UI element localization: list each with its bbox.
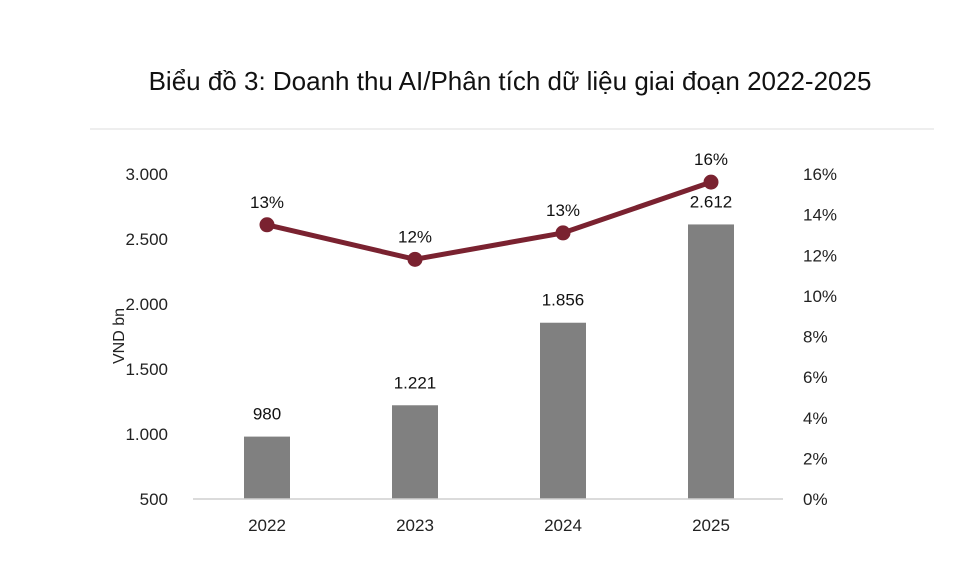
plot-area: 500 1.000 1.500 2.000 2.500 3.000 0% 2% 4% 6% 8% 10… xyxy=(125,150,837,535)
line-value-label: 12% xyxy=(398,227,432,246)
x-tick-label: 2022 xyxy=(248,516,286,535)
y2-tick-label: 10% xyxy=(803,287,837,306)
y-axis-label: VND bn xyxy=(111,308,128,364)
bar xyxy=(392,405,438,499)
x-tick-label: 2023 xyxy=(396,516,434,535)
bar-value-label: 2.612 xyxy=(690,192,733,211)
y2-tick-label: 6% xyxy=(803,368,828,387)
chart-title: Biểu đồ 3: Doanh thu AI/Phân tích dữ liệ… xyxy=(149,66,872,96)
bar-value-label: 980 xyxy=(253,405,281,424)
line-value-label: 13% xyxy=(546,201,580,220)
x-tick-label: 2024 xyxy=(544,516,582,535)
y-tick-label: 2.000 xyxy=(125,295,168,314)
bar xyxy=(688,224,734,499)
y-tick-label: 2.500 xyxy=(125,230,168,249)
line-value-label: 13% xyxy=(250,193,284,212)
line-point xyxy=(407,251,423,267)
y-tick-label: 3.000 xyxy=(125,165,168,184)
bar-value-label: 1.856 xyxy=(542,291,585,310)
bar xyxy=(244,436,290,499)
x-tick-label: 2025 xyxy=(692,516,730,535)
y-tick-label: 500 xyxy=(140,490,168,509)
y2-tick-label: 16% xyxy=(803,165,837,184)
line-point xyxy=(555,225,571,241)
y2-tick-label: 8% xyxy=(803,328,828,347)
y2-tick-label: 14% xyxy=(803,206,837,225)
line-value-label: 16% xyxy=(694,150,728,169)
line-series xyxy=(264,179,714,262)
y2-tick-label: 12% xyxy=(803,246,837,265)
y2-tick-label: 0% xyxy=(803,490,828,509)
y2-tick-label: 2% xyxy=(803,449,828,468)
y-tick-label: 1.000 xyxy=(125,425,168,444)
y2-tick-label: 4% xyxy=(803,409,828,428)
line-point xyxy=(259,217,275,233)
line-point xyxy=(703,174,719,190)
bar xyxy=(540,322,586,499)
y-tick-label: 1.500 xyxy=(125,360,168,379)
bar-value-label: 1.221 xyxy=(394,373,437,392)
